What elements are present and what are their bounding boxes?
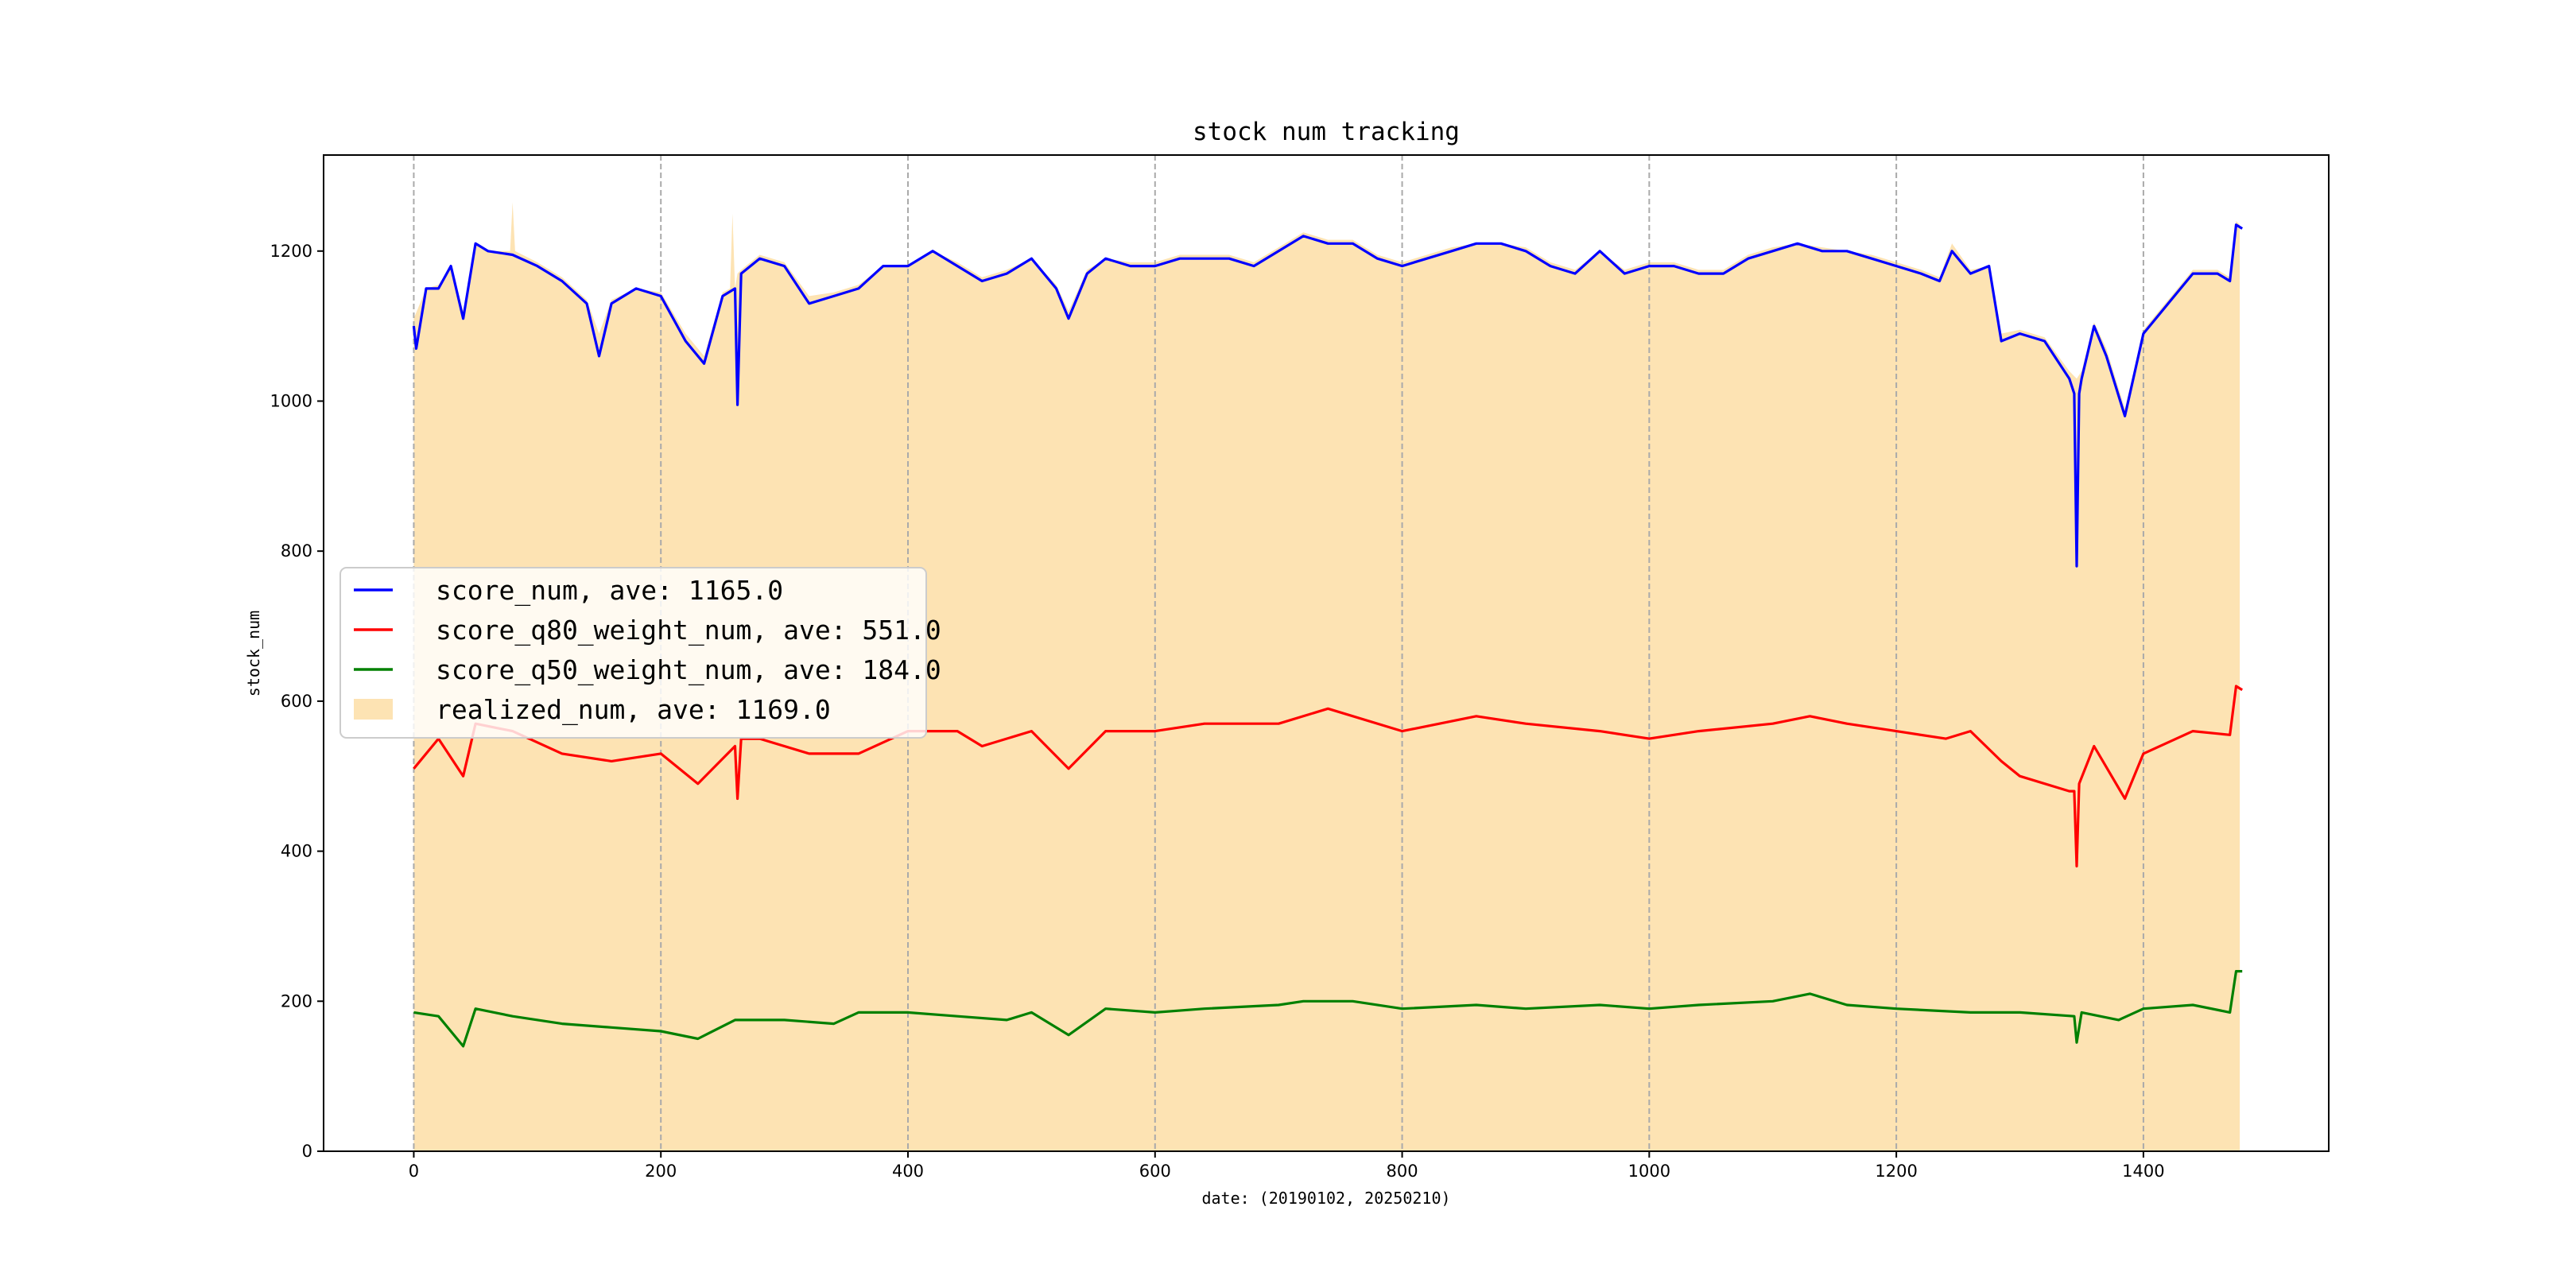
y-axis-label: stock_num [244,611,263,696]
x-axis-label: date: (20190102, 20250210) [1201,1189,1450,1208]
series-line-score_num [412,223,2244,568]
x-tick-label: 1400 [2122,1162,2164,1181]
legend-box [339,567,927,739]
y-tick-label: 0 [302,1142,312,1161]
series-area-realized_num [413,202,2240,1151]
legend-label-score_num: score_num, ave: 1165.0 [436,575,783,607]
y-tick-label: 400 [281,842,312,861]
x-tick-label: 400 [892,1162,924,1181]
x-tick-label: 600 [1139,1162,1171,1181]
legend-label-score_q50_weight_num: score_q50_weight_num, ave: 184.0 [436,654,941,686]
legend-label-score_q80_weight_num: score_q80_weight_num, ave: 551.0 [436,615,941,646]
tick-layer: 0 200 400 600 800 1000 1200 1400 0 200 400 600 800 10… [270,242,2165,1181]
area-layer [413,202,2240,1151]
x-tick-label: 1000 [1628,1162,1670,1181]
y-tick-label: 1000 [270,391,312,410]
y-tick-label: 200 [281,991,312,1011]
x-tick-label: 1200 [1875,1162,1917,1181]
axes-frame [323,154,2330,1152]
series-line-score_q50_weight_num [413,969,2243,1048]
legend-label-realized_num: realized_num, ave: 1169.0 [436,694,831,726]
y-tick-label: 1200 [270,242,312,261]
series-line-score_q80_weight_num [413,685,2244,868]
y-tick-label: 800 [281,541,312,561]
x-tick-label: 0 [409,1162,419,1181]
legend: score_num, ave: 1165.0 score_q80_weight_n… [339,567,941,739]
x-tick-label: 800 [1387,1162,1418,1181]
line-layer [412,223,2244,1048]
y-tick-label: 600 [281,692,312,711]
legend-swatch-realized_num [354,699,393,720]
chart-title: stock num tracking [1193,118,1460,146]
x-tick-label: 200 [645,1162,677,1181]
